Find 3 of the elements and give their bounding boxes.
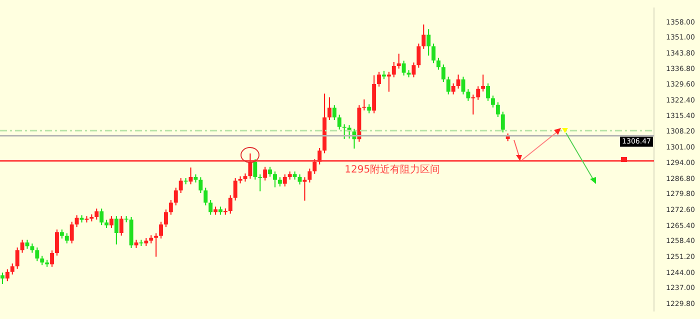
candlestick [84,216,89,222]
annotation: 1295附近有阻力区间 [344,164,440,176]
candlestick [471,94,476,115]
